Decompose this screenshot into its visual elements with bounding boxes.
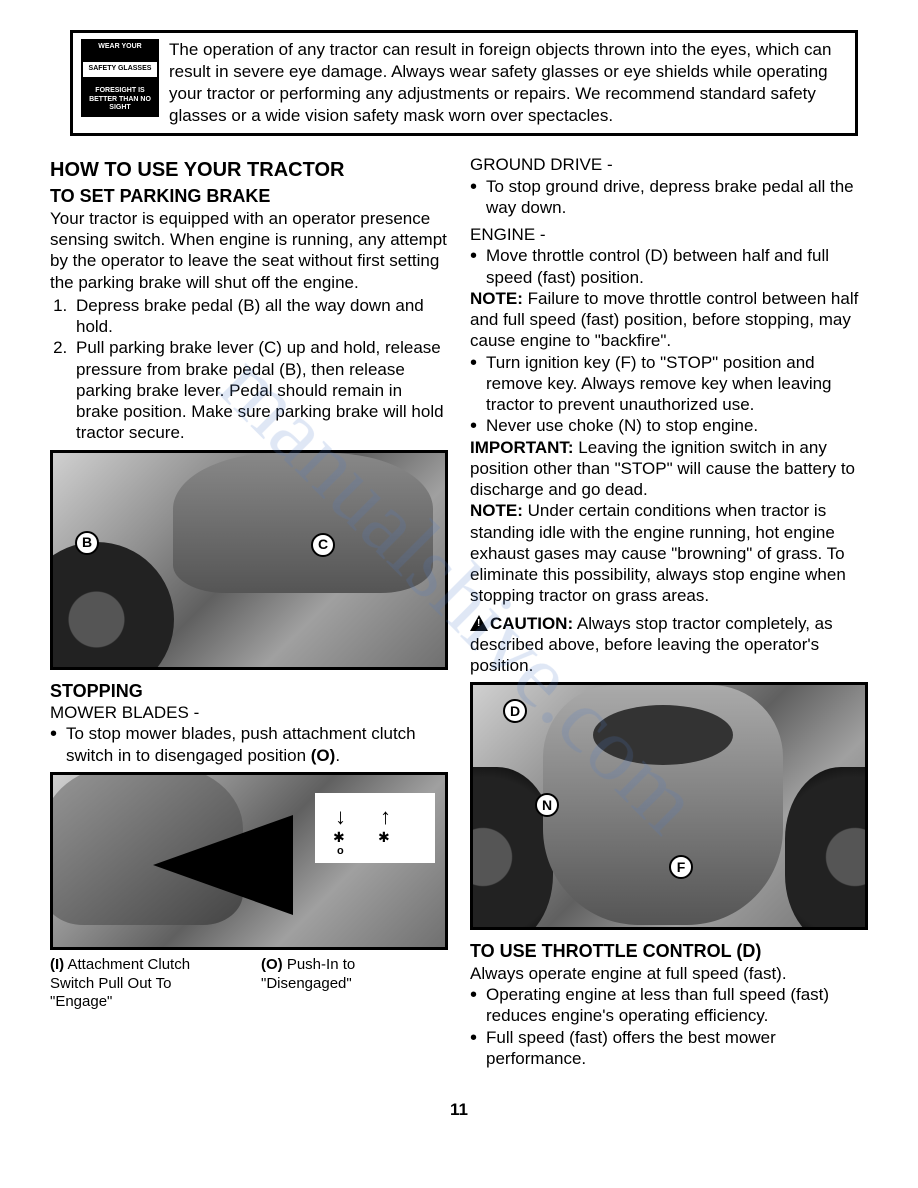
step-1: Depress brake pedal (B) all the way down… [72,295,448,338]
label-O-icon: ✱ [378,829,390,847]
fig3-steering [593,705,733,765]
mower-bullet-O: (O) [311,746,336,765]
mower-bullet-text-post: . [335,746,340,765]
mower-bullet: To stop mower blades, push attachment cl… [50,723,448,766]
note2-label: NOTE: [470,501,523,520]
note-backfire: NOTE: Failure to move throttle control b… [470,288,868,352]
caption-O: (O) Push-In to "Disengaged" [261,956,448,1012]
mower-blades-heading: MOWER BLADES - [50,702,448,723]
engine-heading: ENGINE - [470,224,868,245]
parking-brake-steps: Depress brake pedal (B) all the way down… [50,295,448,444]
caution-note: CAUTION: Always stop tractor completely,… [470,613,868,677]
figure-clutch-switch: ↓ ↑ ✱ ✱ o [50,772,448,950]
safety-warning-text: The operation of any tractor can result … [169,39,845,127]
safety-warning-box: WEAR YOUR SAFETY GLASSES FORESIGHT IS BE… [70,30,858,136]
caption-I-text: Attachment Clutch Switch Pull Out To "En… [50,956,190,1011]
caption-I: (I) Attachment Clutch Switch Pull Out To… [50,956,237,1012]
step-2: Pull parking brake lever (C) up and hold… [72,337,448,443]
badge-top: WEAR YOUR [83,43,157,52]
badge-mid: SAFETY GLASSES [83,62,157,77]
throttle-intro: Always operate engine at full speed (fas… [470,963,868,984]
callout-C: C [311,533,335,557]
page-number: 11 [50,1099,868,1120]
caution-label: CAUTION: [490,614,573,633]
figure-brake-pedal: B C [50,450,448,670]
note1-label: NOTE: [470,289,523,308]
fig1-wheel [50,542,174,670]
engine-bullets-2: Turn ignition key (F) to "STOP" position… [470,352,868,437]
important-label: IMPORTANT: [470,438,574,457]
engine-bullet-ignition: Turn ignition key (F) to "STOP" position… [470,352,868,416]
parking-brake-heading: TO SET PARKING BRAKE [50,185,448,208]
ground-drive-bullet: To stop ground drive, depress brake peda… [470,176,868,219]
throttle-bullet-efficiency: Operating engine at less than full speed… [470,984,868,1027]
important-note: IMPORTANT: Leaving the ignition switch i… [470,437,868,501]
safety-badge: WEAR YOUR SAFETY GLASSES FORESIGHT IS BE… [81,39,159,117]
badge-bottom: FORESIGHT IS BETTER THAN NO SIGHT [83,87,157,113]
fig1-dash [173,453,433,593]
fig3-wheel-left [470,767,553,930]
label-I-icon: ✱ [333,829,345,847]
throttle-bullet-performance: Full speed (fast) offers the best mower … [470,1027,868,1070]
callout-B: B [75,531,99,555]
mower-bullet-text-pre: To stop mower blades, push attachment cl… [66,724,416,764]
mower-bullets: To stop mower blades, push attachment cl… [50,723,448,766]
note2-text: Under certain conditions when tractor is… [470,501,846,605]
ground-drive-bullets: To stop ground drive, depress brake peda… [470,176,868,219]
engine-bullet-choke: Never use choke (N) to stop engine. [470,415,868,436]
caption-I-bold: (I) [50,956,64,973]
clutch-captions: (I) Attachment Clutch Switch Pull Out To… [50,956,448,1012]
throttle-heading: TO USE THROTTLE CONTROL (D) [470,940,868,963]
label-o: o [337,845,344,859]
ground-drive-heading: GROUND DRIVE - [470,154,868,175]
figure-throttle-ignition: D N F [470,682,868,930]
content-columns: HOW TO USE YOUR TRACTOR TO SET PARKING B… [50,154,868,1069]
right-column: GROUND DRIVE - To stop ground drive, dep… [470,154,868,1069]
arrow-up-icon: ↑ [380,803,391,831]
how-to-use-heading: HOW TO USE YOUR TRACTOR [50,158,448,183]
fig2-inset-panel: ↓ ↑ ✱ ✱ o [315,793,435,863]
note1-text: Failure to move throttle control between… [470,289,858,351]
parking-brake-intro: Your tractor is equipped with an operato… [50,208,448,293]
engine-bullet-throttle: Move throttle control (D) between half a… [470,245,868,288]
caption-O-bold: (O) [261,956,283,973]
callout-D: D [503,699,527,723]
engine-bullets-1: Move throttle control (D) between half a… [470,245,868,288]
left-column: HOW TO USE YOUR TRACTOR TO SET PARKING B… [50,154,448,1069]
throttle-bullets: Operating engine at less than full speed… [470,984,868,1069]
note-browning: NOTE: Under certain conditions when trac… [470,500,868,606]
fig3-wheel-right [785,767,868,930]
fig2-pointer [153,815,293,915]
arrow-down-icon: ↓ [335,803,346,831]
stopping-heading: STOPPING [50,680,448,703]
caution-triangle-icon [470,615,488,631]
